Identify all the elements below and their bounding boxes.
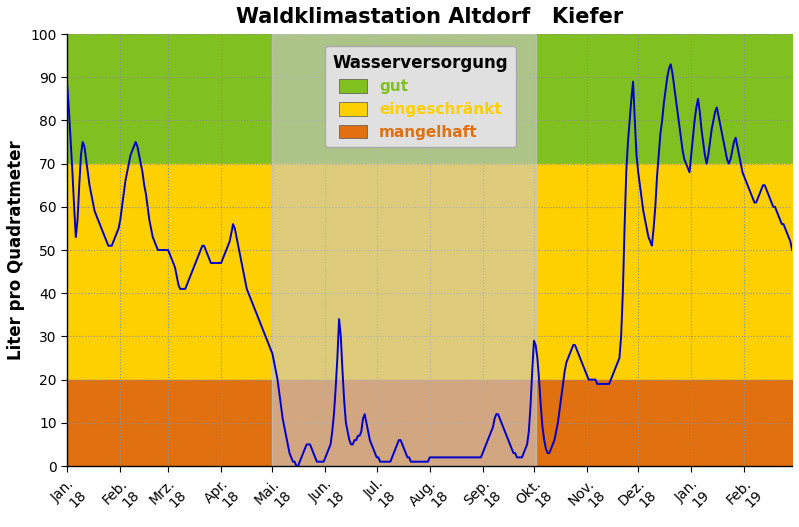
Title: Waldklimastation Altdorf   Kiefer: Waldklimastation Altdorf Kiefer <box>236 7 623 27</box>
Legend: gut, eingeschränkt, mangelhaft: gut, eingeschränkt, mangelhaft <box>325 46 516 148</box>
Bar <box>272 34 535 466</box>
Y-axis label: Liter pro Quadratmeter: Liter pro Quadratmeter <box>7 140 25 360</box>
